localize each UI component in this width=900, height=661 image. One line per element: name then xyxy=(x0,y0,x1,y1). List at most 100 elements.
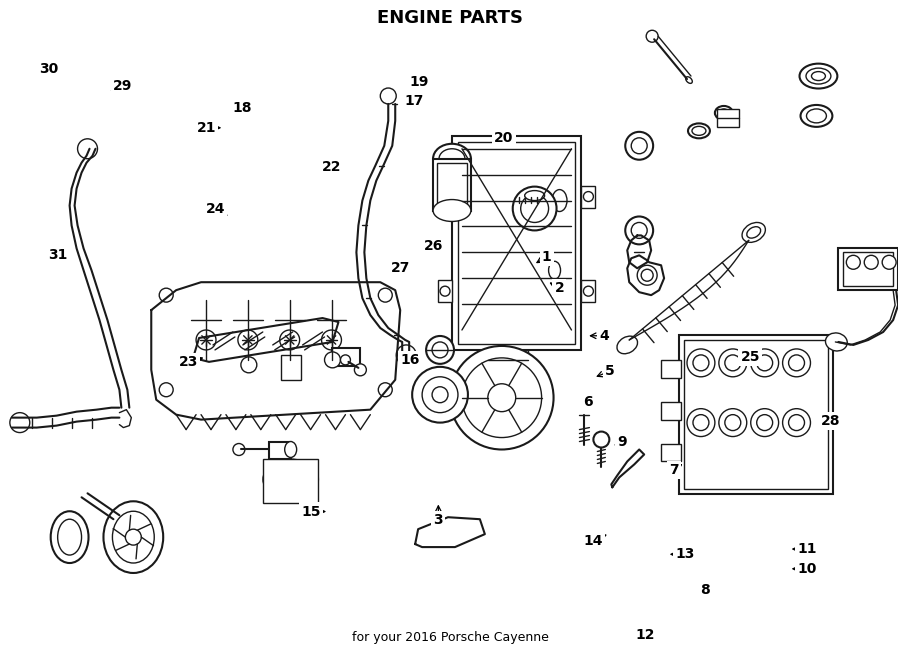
Circle shape xyxy=(788,355,805,371)
Ellipse shape xyxy=(617,336,637,354)
Bar xyxy=(269,442,291,459)
Text: for your 2016 Porsche Cayenne: for your 2016 Porsche Cayenne xyxy=(352,631,548,644)
Circle shape xyxy=(512,349,524,361)
Bar xyxy=(452,136,581,350)
Ellipse shape xyxy=(806,68,831,84)
Circle shape xyxy=(355,364,366,376)
Ellipse shape xyxy=(692,126,706,136)
Circle shape xyxy=(583,192,593,202)
Bar xyxy=(488,350,527,370)
Circle shape xyxy=(626,217,653,245)
Text: 9: 9 xyxy=(617,436,627,449)
Ellipse shape xyxy=(284,442,297,457)
Ellipse shape xyxy=(812,71,825,81)
Circle shape xyxy=(440,286,450,296)
Circle shape xyxy=(719,408,747,436)
Circle shape xyxy=(724,355,741,371)
Text: 4: 4 xyxy=(599,329,609,343)
Text: 14: 14 xyxy=(583,534,603,548)
Circle shape xyxy=(631,137,647,154)
Ellipse shape xyxy=(715,106,733,120)
Bar xyxy=(263,459,318,503)
Circle shape xyxy=(238,330,257,350)
Text: 28: 28 xyxy=(821,414,841,428)
Bar xyxy=(581,280,596,302)
Bar xyxy=(281,355,301,380)
Circle shape xyxy=(757,414,772,430)
Circle shape xyxy=(783,349,811,377)
Text: 18: 18 xyxy=(232,101,252,115)
Bar xyxy=(662,360,681,378)
Circle shape xyxy=(488,384,516,412)
Circle shape xyxy=(241,357,256,373)
Circle shape xyxy=(757,355,772,371)
Text: 27: 27 xyxy=(391,261,410,275)
Ellipse shape xyxy=(433,144,471,174)
Text: 15: 15 xyxy=(302,504,320,518)
Ellipse shape xyxy=(747,227,760,238)
Circle shape xyxy=(687,408,715,436)
Circle shape xyxy=(340,355,350,365)
Bar xyxy=(438,280,452,302)
Text: 23: 23 xyxy=(178,355,198,369)
Text: 20: 20 xyxy=(494,132,514,145)
Circle shape xyxy=(693,414,709,430)
Circle shape xyxy=(381,88,396,104)
Circle shape xyxy=(641,269,653,281)
Circle shape xyxy=(637,265,657,285)
Circle shape xyxy=(196,330,216,350)
Ellipse shape xyxy=(525,190,544,200)
Bar xyxy=(839,249,898,290)
Text: 24: 24 xyxy=(205,202,225,215)
Circle shape xyxy=(631,223,647,239)
Circle shape xyxy=(593,432,609,447)
Circle shape xyxy=(321,330,341,350)
Text: 29: 29 xyxy=(113,79,132,93)
Text: 3: 3 xyxy=(434,513,443,527)
Text: 16: 16 xyxy=(400,353,419,367)
Circle shape xyxy=(378,383,392,397)
Ellipse shape xyxy=(688,124,710,138)
Circle shape xyxy=(687,349,715,377)
Circle shape xyxy=(422,377,458,412)
Circle shape xyxy=(626,132,653,160)
Circle shape xyxy=(783,408,811,436)
Ellipse shape xyxy=(104,501,163,573)
Ellipse shape xyxy=(433,200,471,221)
Text: 1: 1 xyxy=(542,250,552,264)
Ellipse shape xyxy=(264,459,318,499)
Circle shape xyxy=(521,194,549,223)
Circle shape xyxy=(751,349,778,377)
Text: 7: 7 xyxy=(670,463,679,477)
Circle shape xyxy=(10,412,30,432)
Bar xyxy=(662,444,681,461)
Circle shape xyxy=(233,444,245,455)
Circle shape xyxy=(583,286,593,296)
Text: 17: 17 xyxy=(404,95,424,108)
Text: 11: 11 xyxy=(796,542,816,556)
Text: 19: 19 xyxy=(409,75,428,89)
Ellipse shape xyxy=(58,519,82,555)
Circle shape xyxy=(450,346,554,449)
Circle shape xyxy=(462,358,542,438)
Bar xyxy=(684,340,828,489)
Circle shape xyxy=(432,387,448,403)
Bar xyxy=(433,159,471,210)
Circle shape xyxy=(693,355,709,371)
Circle shape xyxy=(396,345,416,365)
Bar xyxy=(581,186,596,208)
Circle shape xyxy=(325,352,340,368)
Text: 10: 10 xyxy=(797,562,816,576)
Bar xyxy=(662,402,681,420)
Ellipse shape xyxy=(719,109,729,117)
Bar xyxy=(679,335,833,494)
Text: 21: 21 xyxy=(196,121,216,135)
Bar xyxy=(437,163,467,206)
Text: 2: 2 xyxy=(554,281,564,295)
Ellipse shape xyxy=(799,63,837,89)
Ellipse shape xyxy=(742,223,765,243)
Circle shape xyxy=(378,288,392,302)
Text: 6: 6 xyxy=(583,395,593,408)
Circle shape xyxy=(513,186,556,231)
Circle shape xyxy=(426,336,454,364)
